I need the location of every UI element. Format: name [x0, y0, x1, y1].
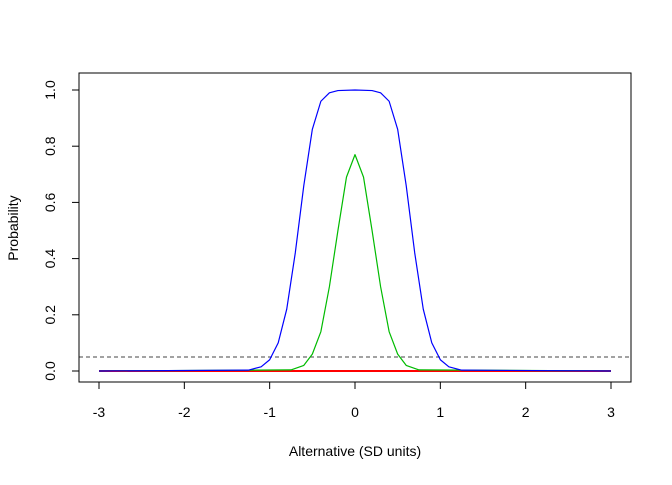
y-tick-label: 0.6: [42, 192, 58, 212]
series-green-line: [98, 154, 612, 372]
x-tick-label: -3: [93, 404, 106, 420]
y-tick-label: 0.2: [42, 305, 58, 325]
y-tick-label: 0.8: [42, 136, 58, 156]
y-tick-label: 0.4: [42, 249, 58, 269]
x-tick-label: 1: [436, 404, 444, 420]
x-tick-label: -1: [263, 404, 276, 420]
x-tick-label: 2: [522, 404, 530, 420]
x-tick-label: -2: [178, 404, 191, 420]
y-tick-label: 1.0: [42, 80, 58, 100]
x-tick-label: 3: [607, 404, 615, 420]
y-axis-label: Probability: [5, 195, 21, 260]
x-tick-label: 0: [351, 404, 359, 420]
series-blue-line: [98, 89, 612, 372]
x-axis-label: Alternative (SD units): [289, 443, 421, 459]
y-tick-label: 0.0: [42, 361, 58, 381]
plot-frame: [78, 72, 632, 383]
